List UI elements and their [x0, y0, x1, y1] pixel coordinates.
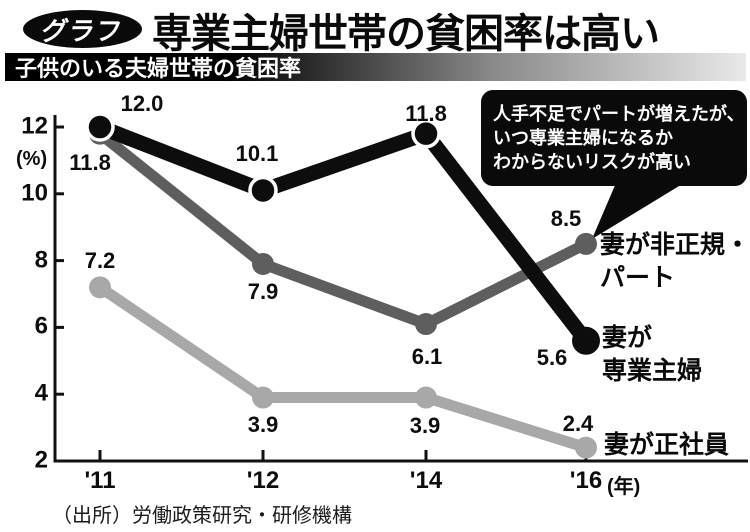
lines-layer [92, 119, 594, 454]
data-point-marker [252, 386, 274, 409]
series-label-housewife: 妻が 専業主婦 [602, 324, 703, 385]
series-label-employee: 妻が正社員 [604, 431, 730, 459]
data-point-marker [411, 118, 441, 149]
data-point-marker [572, 326, 600, 355]
chart-line [94, 281, 592, 454]
chart-line [92, 119, 594, 349]
chart-subtitle-bar: 子供のいる夫婦世帯の貧困率 [5, 53, 746, 81]
data-point-marker [575, 232, 597, 255]
graph-badge: グラフ [23, 10, 142, 48]
source-note: （出所）労働政策研究・研修機構 [52, 505, 352, 527]
data-point-marker [415, 386, 437, 409]
axis-line [53, 115, 748, 463]
chart-line [94, 128, 592, 330]
chart-subtitle: 子供のいる夫婦世帯の貧困率 [15, 56, 302, 81]
data-point-marker [415, 313, 437, 336]
callout-tail [592, 183, 684, 239]
markers-layer [85, 112, 600, 459]
data-point-marker [85, 112, 115, 142]
series-label-parttime: 妻が非正規・ パート [600, 231, 750, 292]
data-point-marker [89, 276, 111, 299]
data-point-marker [252, 252, 274, 275]
data-point-marker [575, 436, 597, 459]
data-point-marker [248, 175, 278, 206]
callout-bubble: 人手不足でパートが増えたが、 いつ専業主婦になるか わからないリスクが高い [481, 90, 747, 186]
page-title: 専業主婦世帯の貧困率は高い [152, 12, 660, 56]
